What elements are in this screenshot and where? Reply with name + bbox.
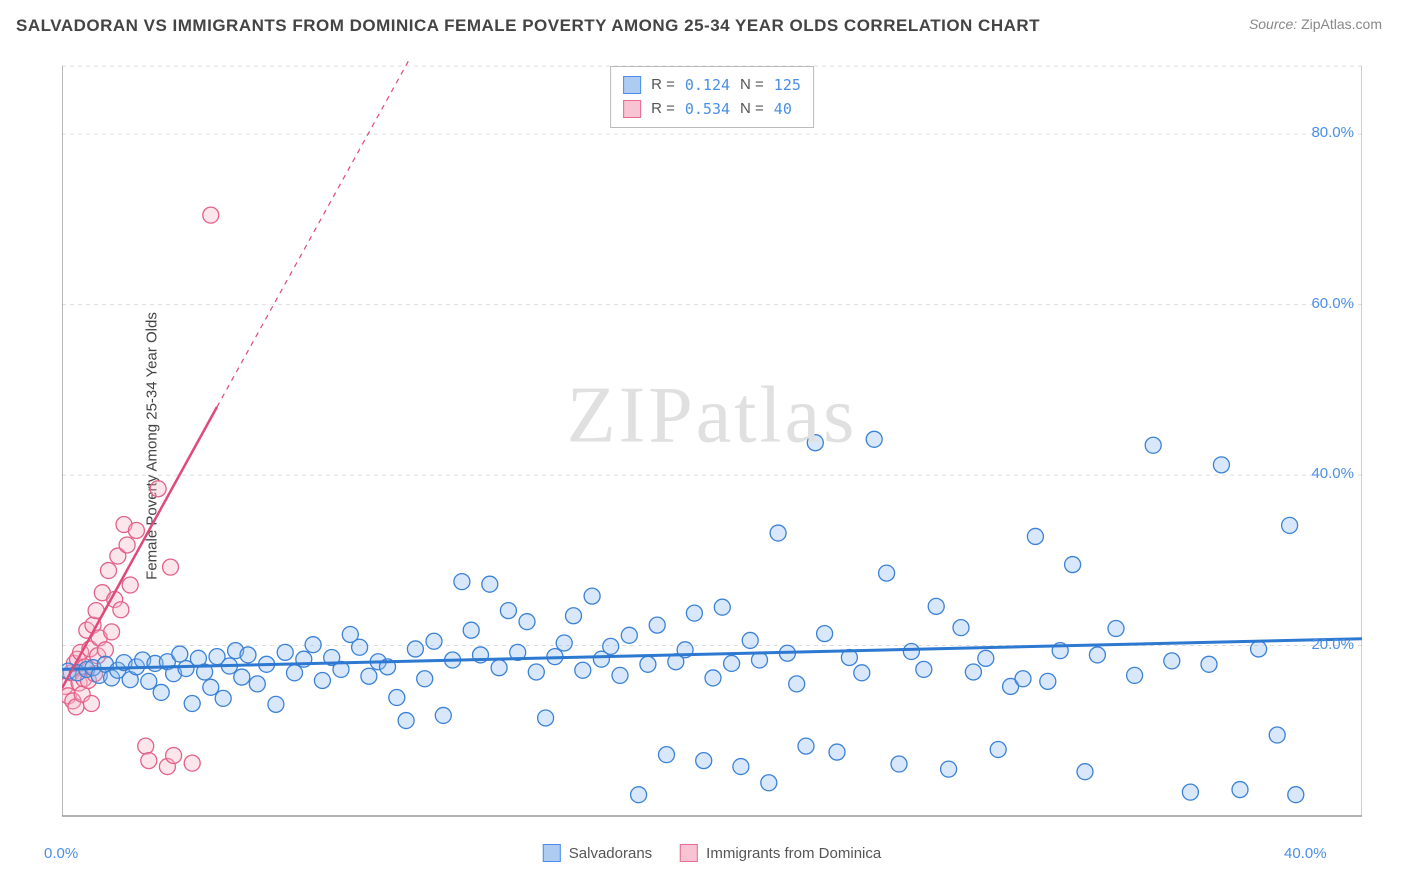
legend-swatch-blue xyxy=(623,76,641,94)
legend-stats-row-pink: R = 0.534 N = 40 xyxy=(623,97,801,121)
x-tick-label: 0.0% xyxy=(44,845,78,862)
blue-r-value: 0.124 xyxy=(685,73,730,97)
blue-n-value: 125 xyxy=(774,73,801,97)
legend-item-pink: Immigrants from Dominica xyxy=(680,844,881,862)
legend-item-blue: Salvadorans xyxy=(543,844,652,862)
source-prefix: Source: xyxy=(1249,16,1297,32)
y-tick-label: 20.0% xyxy=(1311,636,1354,653)
r-label: R = xyxy=(651,73,675,97)
source-name: ZipAtlas.com xyxy=(1301,16,1382,32)
legend-label-blue: Salvadorans xyxy=(569,845,652,862)
legend-swatch-pink xyxy=(680,844,698,862)
legend-stats-box: R = 0.124 N = 125 R = 0.534 N = 40 xyxy=(610,66,814,128)
y-tick-label: 80.0% xyxy=(1311,124,1354,141)
n-label: N = xyxy=(740,97,764,121)
chart-svg xyxy=(62,58,1362,836)
legend-stats-row-blue: R = 0.124 N = 125 xyxy=(623,73,801,97)
source-attribution: Source: ZipAtlas.com xyxy=(1249,16,1382,32)
pink-r-value: 0.534 xyxy=(685,97,730,121)
legend-label-pink: Immigrants from Dominica xyxy=(706,845,881,862)
y-tick-label: 40.0% xyxy=(1311,465,1354,482)
legend-swatch-pink xyxy=(623,100,641,118)
chart-title: SALVADORAN VS IMMIGRANTS FROM DOMINICA F… xyxy=(16,16,1040,36)
legend-series: Salvadorans Immigrants from Dominica xyxy=(543,844,881,862)
y-tick-label: 60.0% xyxy=(1311,295,1354,312)
pink-n-value: 40 xyxy=(774,97,792,121)
x-tick-label: 40.0% xyxy=(1284,845,1327,862)
n-label: N = xyxy=(740,73,764,97)
r-label: R = xyxy=(651,97,675,121)
legend-swatch-blue xyxy=(543,844,561,862)
chart-area: ZIPatlas R = 0.124 N = 125 R = 0.534 N =… xyxy=(62,58,1362,836)
